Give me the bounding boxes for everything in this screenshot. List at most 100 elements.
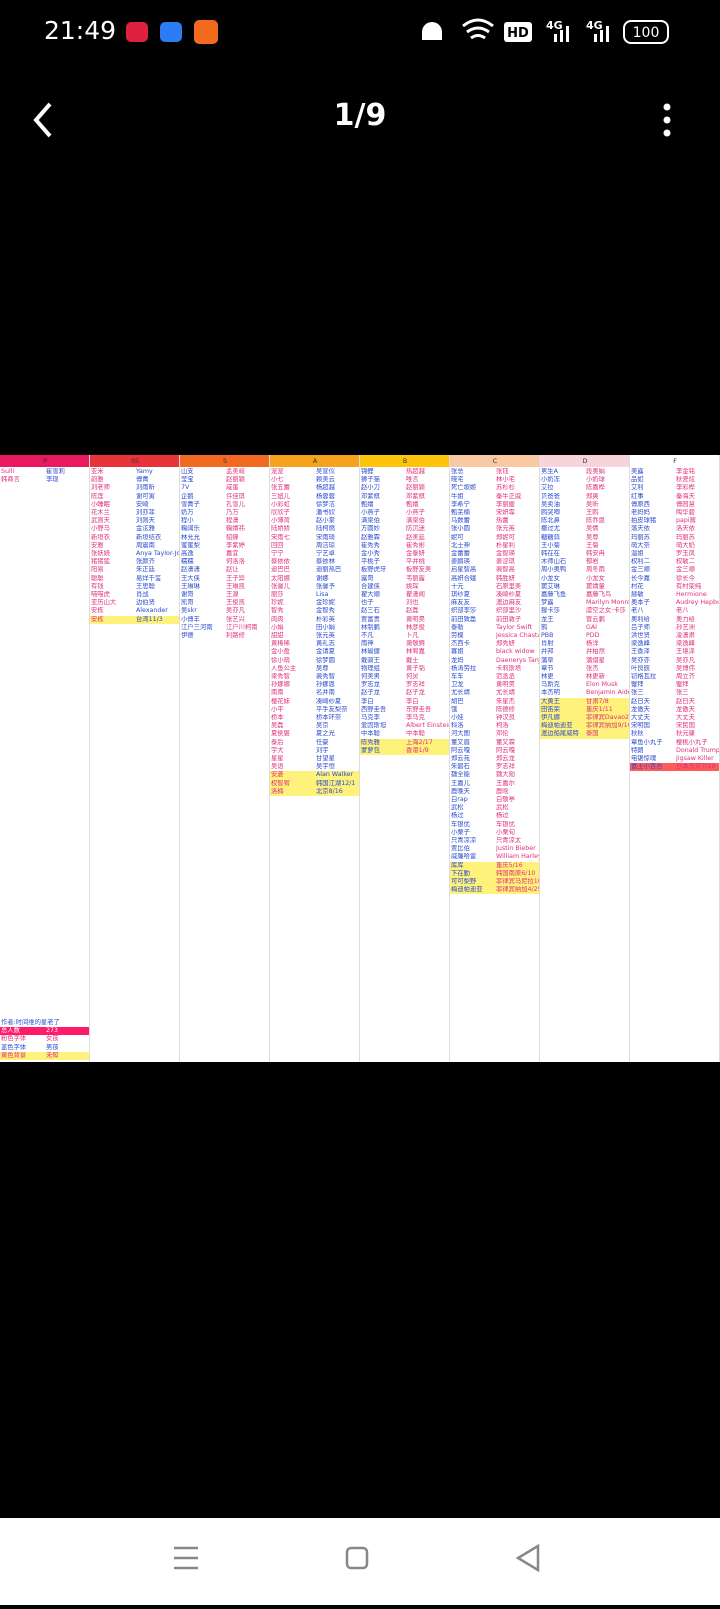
name-cell: 金三顺 bbox=[631, 566, 650, 574]
name-cell: 赵子龙 bbox=[361, 689, 380, 697]
name-cell: 谢哥 bbox=[181, 591, 194, 598]
column-header: SS bbox=[131, 458, 139, 465]
name-cell: 权敏二 bbox=[676, 558, 695, 566]
name-cell: 程潇 bbox=[226, 517, 239, 525]
name-cell: 蔡依依 bbox=[271, 558, 290, 566]
name-cell: 小娟 bbox=[271, 623, 284, 631]
name-cell: 金小秀 bbox=[361, 550, 380, 557]
wifi bbox=[462, 18, 494, 40]
name-cell: Jigsaw Killer bbox=[676, 755, 714, 762]
name-cell: 孔雪儿 bbox=[226, 500, 245, 508]
name-cell: 张颜齐 bbox=[136, 558, 155, 566]
column-header: F bbox=[673, 458, 677, 465]
name-cell: 王香泽 bbox=[631, 648, 650, 656]
row-highlight bbox=[540, 722, 629, 731]
name-cell: 董又霖 bbox=[496, 738, 515, 746]
name-cell: 戴骑王 bbox=[361, 656, 380, 664]
name-cell: 伊凡娜 bbox=[541, 714, 560, 721]
back-button[interactable] bbox=[22, 92, 82, 148]
name-cell: 虞空之女·卡莎 bbox=[586, 607, 626, 615]
name-cell: 梅迪帕迪亚 bbox=[541, 722, 573, 730]
name-cell: 科洛 bbox=[451, 722, 464, 730]
name-cell: 李丽媛 bbox=[496, 500, 515, 508]
name-cell: 露哥 bbox=[361, 574, 374, 582]
name-cell: 罗玉凤 bbox=[676, 550, 695, 557]
name-cell: 宁艺卓 bbox=[316, 550, 335, 557]
name-cell: Yamy bbox=[136, 468, 153, 475]
name-cell: 张元英 bbox=[496, 525, 515, 533]
name-cell: 吴倩 bbox=[586, 525, 599, 533]
name-cell: 王俊凯 bbox=[226, 599, 245, 607]
name-cell: 菲律宾纳加9/10 bbox=[586, 722, 629, 730]
name-cell: 程小 bbox=[181, 517, 194, 525]
name-cell: 黄子韬 bbox=[406, 664, 425, 672]
name-cell: 吴宇恒 bbox=[316, 763, 335, 771]
name-cell: 井邦 bbox=[541, 648, 554, 656]
name-cell: 朴星利 bbox=[496, 541, 515, 549]
name-cell: 小燕子 bbox=[361, 509, 380, 516]
name-cell: Benjamin Aidoo bbox=[586, 689, 629, 697]
name-cell: 金智秀 bbox=[316, 607, 335, 615]
name-cell: 姚琛 bbox=[406, 582, 419, 590]
name-cell: 赖美云 bbox=[316, 476, 335, 484]
name-cell: 宋雨七 bbox=[271, 533, 290, 541]
name-cell: 中本聪 bbox=[406, 730, 425, 738]
name-cell: 范丞丞 bbox=[496, 673, 515, 680]
back-key[interactable] bbox=[515, 1543, 540, 1573]
name-cell: 上海2/17 bbox=[406, 738, 433, 746]
name-cell: 咸蛋 bbox=[226, 484, 239, 492]
name-cell: 洛天依 bbox=[676, 525, 695, 533]
name-cell: 鹿晗 bbox=[496, 787, 509, 795]
name-cell: 吴skr bbox=[181, 607, 197, 615]
name-cell: 崔秀彬 bbox=[406, 541, 425, 549]
name-cell: 秋秋 bbox=[631, 730, 644, 738]
name-cell: 蟹拜 bbox=[676, 681, 689, 689]
name-cell: 重庆1/11 bbox=[586, 705, 613, 713]
name-cell: 刘也 bbox=[406, 599, 419, 607]
name-cell: 谢可寅 bbox=[136, 492, 155, 500]
name-cell: 田小娟 bbox=[316, 623, 335, 631]
name-cell: 赵日天 bbox=[676, 697, 695, 705]
name-cell: 嘉宜 bbox=[226, 550, 239, 557]
name-cell: 赵丽颖 bbox=[406, 484, 425, 492]
name-cell: 崔雪莉 bbox=[46, 468, 65, 475]
name-cell: 吴亦凡 bbox=[676, 656, 695, 664]
name-cell: 罗志祥 bbox=[496, 763, 515, 771]
name-cell: 前田致磊 bbox=[451, 615, 477, 623]
name-cell: 重庆5/16 bbox=[496, 861, 523, 869]
name-cell: 朱碧石 bbox=[451, 763, 470, 771]
name-cell: 可可梨野 bbox=[451, 878, 477, 885]
name-cell: 吴磊 bbox=[271, 722, 284, 730]
column-band bbox=[180, 455, 270, 467]
name-cell: 朴彩英 bbox=[316, 615, 335, 623]
name-cell: 洛楠 bbox=[271, 787, 284, 795]
name-cell: 星星 bbox=[271, 755, 284, 762]
name-cell: 张小圆 bbox=[451, 525, 470, 533]
menu-button[interactable] bbox=[652, 92, 682, 148]
name-cell: 夏侯磐 bbox=[271, 730, 290, 738]
name-cell: 老八 bbox=[631, 607, 644, 615]
name-cell: 周冬雨 bbox=[586, 566, 605, 574]
name-cell: 美露 bbox=[631, 468, 644, 475]
menu-key[interactable] bbox=[174, 1546, 198, 1570]
name-cell: 车银优 bbox=[496, 820, 515, 828]
name-cell: 麻友友 bbox=[451, 599, 470, 607]
name-cell: 糯糯 bbox=[181, 558, 194, 566]
name-cell: 龙王 bbox=[541, 615, 554, 623]
name-cell: 赫敏 bbox=[631, 591, 644, 598]
name-cell: 何洛洛 bbox=[226, 558, 245, 566]
name-cell: 泰后 bbox=[271, 738, 284, 746]
name-cell: 河大图 bbox=[451, 730, 470, 738]
name-cell: 陈莲 bbox=[91, 492, 104, 500]
name-cell: 蜜蜜梨 bbox=[181, 541, 200, 549]
name-cell: 人鱼公主 bbox=[271, 664, 297, 672]
name-cell: 武松 bbox=[451, 804, 464, 812]
name-cell: 奥利给 bbox=[631, 615, 650, 623]
name-cell: 板野友美 bbox=[406, 566, 432, 574]
home-key[interactable] bbox=[345, 1546, 369, 1570]
name-cell: 妮可 bbox=[451, 533, 464, 541]
name-cell: 权利二 bbox=[631, 558, 650, 566]
name-cell: 阿云嘎 bbox=[496, 746, 515, 754]
name-cell: 宋雨琦 bbox=[316, 533, 335, 541]
name-cell: 韵雅 bbox=[91, 476, 104, 484]
